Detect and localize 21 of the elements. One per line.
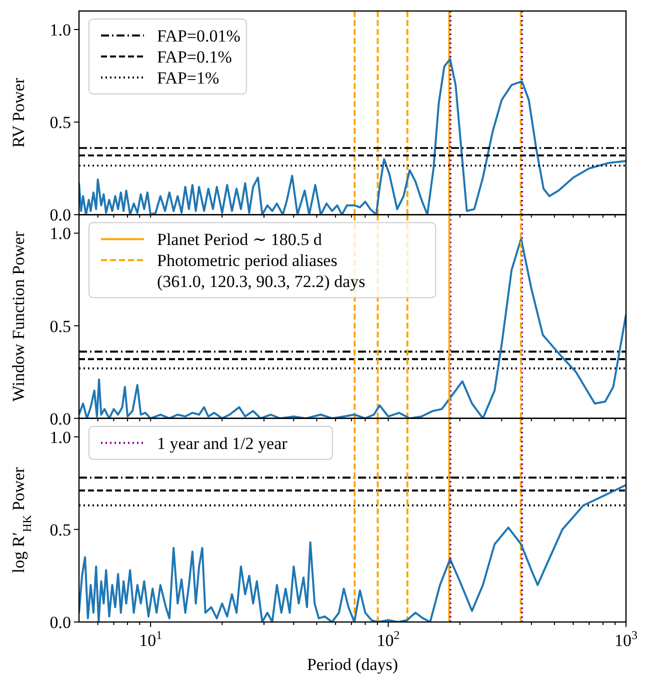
y-tick-label: 0.0 (50, 409, 71, 428)
x-tick-label: 10$^{1}$ (139, 628, 162, 650)
x-axis-title: Period (days) (306, 655, 398, 674)
legend-label: FAP=1% (157, 68, 220, 88)
y-axis-title: RV Power (9, 78, 28, 148)
legend-label: Photometric period aliases (361.0, 120.3, 90.3, 72.2) days (157, 251, 366, 292)
y-tick-label: 0.5 (50, 316, 71, 336)
legend-label: FAP=0.01% (157, 26, 240, 46)
y-tick-label: 1.0 (50, 428, 71, 447)
legend-label: Planet Period ∼ 180.5 d (157, 230, 322, 250)
y-tick-label: 1.0 (50, 20, 71, 40)
x-tick-label: 10$^{3}$ (614, 628, 638, 650)
legend-label: 1 year and 1/2 year (157, 434, 288, 453)
y-tick-label: 0.5 (50, 113, 71, 132)
y-tick-label: 1.0 (50, 224, 71, 244)
y-tick-label: 0.0 (50, 206, 71, 225)
y-tick-label: 0.0 (50, 613, 71, 632)
x-tick-label: 10$^{2}$ (376, 628, 400, 650)
legend-label: FAP=0.1% (157, 48, 232, 66)
y-tick-label: 0.5 (50, 520, 71, 540)
y-axis-title: Window Function Power (9, 231, 28, 402)
